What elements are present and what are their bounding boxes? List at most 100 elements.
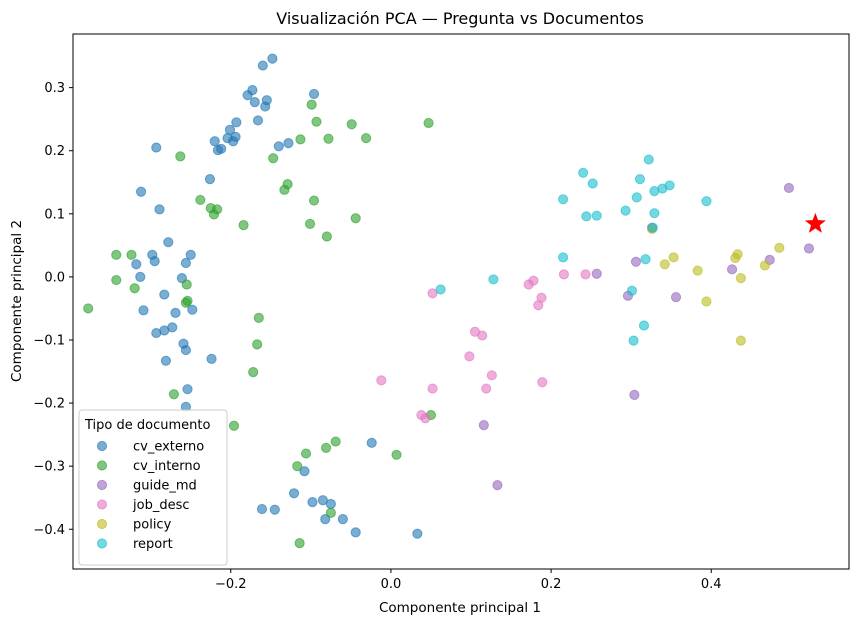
data-point (631, 192, 642, 203)
data-point (643, 154, 654, 165)
data-point (323, 133, 334, 144)
data-point (135, 271, 146, 282)
data-point (488, 274, 499, 285)
data-point (477, 330, 488, 341)
data-point (283, 138, 294, 149)
data-point (180, 344, 192, 356)
data-point (163, 237, 174, 248)
legend-marker-guide_md (96, 479, 108, 491)
data-point (376, 375, 387, 386)
data-point (304, 218, 316, 229)
data-point (206, 353, 217, 365)
series-job_desc (376, 269, 591, 424)
data-point (253, 312, 264, 324)
data-point (626, 285, 638, 296)
data-point (558, 252, 569, 263)
data-point (427, 383, 438, 394)
data-point (325, 507, 336, 518)
legend-box (78, 409, 228, 566)
data-point (149, 256, 160, 267)
legend-label-report: report (133, 537, 173, 552)
data-point (346, 119, 357, 130)
y-tick-label: −0.4 (33, 523, 65, 538)
data-point (159, 289, 170, 300)
data-point (295, 134, 306, 145)
data-point (634, 174, 646, 185)
data-point (111, 249, 122, 260)
data-point (187, 304, 198, 315)
data-point (587, 178, 598, 189)
data-point (464, 351, 475, 362)
x-tick-label: 0.2 (541, 577, 562, 592)
data-point (308, 88, 320, 100)
legend-marker-policy (96, 518, 108, 530)
data-point (238, 220, 249, 231)
data-point (391, 449, 402, 460)
data-point (242, 90, 253, 101)
data-point (558, 269, 570, 280)
data-point (151, 142, 162, 153)
data-point (420, 413, 431, 424)
legend-label-policy: policy (133, 518, 172, 533)
data-point (321, 231, 332, 242)
legend-marker-report (96, 538, 108, 549)
y-tick-label: −0.3 (33, 460, 65, 475)
data-point (726, 264, 738, 275)
data-point (325, 498, 336, 510)
data-point (320, 442, 332, 453)
data-point (208, 209, 220, 220)
data-point (170, 307, 181, 318)
data-point (228, 136, 239, 147)
data-point (735, 273, 746, 284)
data-point (273, 141, 284, 152)
data-point (294, 538, 305, 549)
data-point (154, 204, 165, 215)
data-point (288, 488, 300, 499)
data-point (249, 97, 260, 108)
data-point (135, 186, 147, 197)
data-point (629, 389, 640, 400)
data-point (279, 184, 290, 195)
scatter-points (83, 53, 827, 549)
data-point (361, 132, 372, 144)
data-point (730, 252, 741, 264)
data-point (580, 269, 591, 280)
data-point (628, 335, 639, 346)
data-point (481, 383, 492, 394)
y-tick-label: 0.2 (44, 144, 65, 159)
data-point (692, 265, 703, 276)
data-point (180, 257, 192, 269)
legend: Tipo de documento cv_externo cv_internogui… (78, 409, 228, 566)
data-point (759, 260, 771, 271)
data-point (180, 297, 192, 308)
data-point (640, 254, 651, 265)
y-tick-label: −0.1 (33, 333, 65, 348)
data-point (231, 117, 242, 128)
data-point (228, 420, 240, 431)
data-point (252, 115, 264, 126)
data-point (182, 384, 193, 395)
data-point (168, 389, 180, 400)
data-point (268, 153, 279, 164)
data-point (647, 222, 658, 233)
y-tick-label: −0.2 (33, 397, 65, 412)
data-point (269, 504, 280, 515)
legend-label-guide_md: guide_md (133, 479, 197, 494)
data-point (252, 339, 263, 350)
data-point (701, 296, 712, 307)
data-point (83, 303, 94, 314)
data-point (308, 195, 320, 206)
y-tick-label: 0.0 (44, 270, 65, 285)
data-point (486, 370, 497, 381)
axis-ticks: −0.2 0.0 0.2 0.4 −0.4 −0.3 −0.2 −0.1 0.0 0.1 0.2 0.… (33, 81, 721, 592)
data-point (630, 256, 642, 267)
data-point (151, 327, 162, 339)
legend-label-cv_interno: cv_interno (133, 459, 201, 474)
data-point (523, 279, 534, 290)
legend-title: Tipo de documento (84, 418, 210, 433)
y-axis-label: Componente principal 2 (9, 220, 25, 382)
data-point (803, 243, 815, 254)
data-point (175, 151, 186, 162)
data-point (257, 60, 268, 71)
